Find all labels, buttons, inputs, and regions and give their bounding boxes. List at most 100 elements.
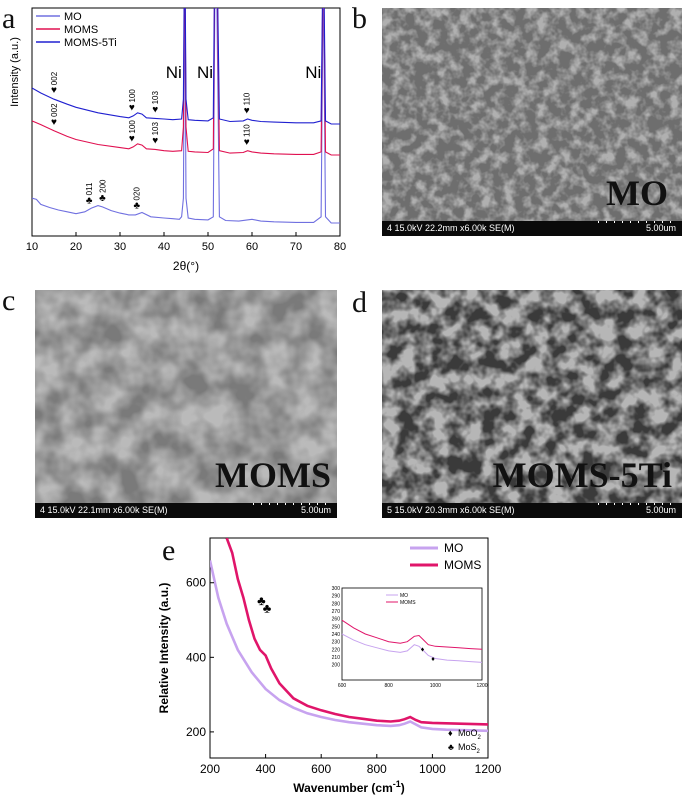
scale-bar <box>598 503 678 505</box>
legend-label: MO <box>64 11 82 23</box>
legend-label: MO <box>444 541 463 555</box>
peak-marker: ♥ <box>244 105 250 116</box>
peak-marker: ♥ <box>129 133 135 144</box>
sem-texture <box>382 290 682 518</box>
legend-label: MOMS <box>444 558 481 572</box>
x-tick-label: 50 <box>202 241 214 253</box>
peak-marker: ♥ <box>51 117 57 128</box>
mos2-marker: ♣ <box>263 601 272 616</box>
peak-label: 011 <box>85 182 94 195</box>
x-tick-label: 40 <box>158 241 170 253</box>
scale-bar <box>253 503 333 505</box>
mos2-marker: ♣ <box>257 593 266 608</box>
peak-marker: ♥ <box>152 135 158 146</box>
x-tick-label: 800 <box>367 762 387 776</box>
x-tick-label: 80 <box>334 241 346 253</box>
scale-text: 5.00um <box>645 223 676 233</box>
inset-y-tick-label: 280 <box>332 601 341 607</box>
series-line-moms-5ti <box>32 8 340 125</box>
inset-y-tick-label: 210 <box>332 655 341 661</box>
peak-label: 020 <box>133 187 142 201</box>
x-tick-label: 60 <box>246 241 258 253</box>
series-line-moms <box>225 538 488 726</box>
y-tick-label: 400 <box>186 650 206 664</box>
peak-label: 103 <box>151 91 160 105</box>
sem-info-bar: 4 15.0kV 22.2mm x6.00k SE(M) 5.00um <box>382 221 682 236</box>
inset-legend-label: MOMS <box>400 600 416 606</box>
legend-label: MOMS-5Ti <box>64 37 117 49</box>
sem-texture <box>35 290 337 518</box>
peak-label: 002 <box>50 103 59 117</box>
peak-label: 103 <box>151 122 160 136</box>
inset-x-tick-label: 1200 <box>476 683 487 689</box>
x-tick-label: 1200 <box>475 762 502 776</box>
inset-y-tick-label: 300 <box>332 586 341 592</box>
sem-info-bar: 4 15.0kV 22.1mm x6.00k SE(M) 5.00um <box>35 503 337 518</box>
sem-image-mo: MO 4 15.0kV 22.2mm x6.00k SE(M) 5.00um <box>382 8 682 236</box>
peak-label: 100 <box>128 120 137 134</box>
y-axis-label: Intensity (a.u.) <box>9 37 21 107</box>
series-line-moms <box>32 8 340 156</box>
symbol-legend-label: MoS2 <box>458 742 481 755</box>
peak-label: 100 <box>128 89 137 103</box>
panel-label-d: d <box>352 286 367 319</box>
y-axis-label: Relative Intensity (a.u.) <box>157 583 171 714</box>
x-tick-label: 20 <box>70 241 82 253</box>
peak-marker: ♥ <box>152 104 158 115</box>
annotation-ni: Ni <box>305 63 321 82</box>
scale-text: 5.00um <box>645 505 676 515</box>
inset-y-tick-label: 200 <box>332 663 341 669</box>
sem-image-moms: MOMS 4 15.0kV 22.1mm x6.00k SE(M) 5.00um <box>35 290 337 518</box>
inset-y-tick-label: 220 <box>332 647 341 653</box>
x-tick-label: 30 <box>114 241 126 253</box>
scale-text: 5.00um <box>300 505 331 515</box>
y-tick-label: 600 <box>186 576 206 590</box>
sem-info-text: 5 15.0kV 20.3mm x6.00k SE(M) <box>387 505 515 515</box>
peak-label: 002 <box>50 71 59 85</box>
series-line-mo <box>210 560 488 733</box>
inset-x-tick-label: 1000 <box>430 683 441 689</box>
sem-info-text: 4 15.0kV 22.1mm x6.00k SE(M) <box>40 505 168 515</box>
peak-marker: ♣ <box>86 195 93 206</box>
legend-label: MOMS <box>64 24 98 36</box>
x-tick-label: 70 <box>290 241 302 253</box>
sem-sample-label: MO <box>606 173 668 213</box>
x-tick-label: 400 <box>256 762 276 776</box>
sem-image-moms-5ti: MOMS-5Ti 5 15.0kV 20.3mm x6.00k SE(M) 5.… <box>382 290 682 518</box>
sem-sample-label: MOMS <box>215 455 331 495</box>
panel-label-b: b <box>352 2 367 35</box>
peak-marker: ♥ <box>244 137 250 148</box>
peak-label: 200 <box>98 179 107 193</box>
peak-label: 110 <box>243 92 252 105</box>
sem-info-bar: 5 15.0kV 20.3mm x6.00k SE(M) 5.00um <box>382 503 682 518</box>
x-axis-label: 2θ(°) <box>173 259 199 273</box>
scale-bar <box>598 221 678 223</box>
symbol-legend-marker: ♦ <box>448 728 453 738</box>
sem-sample-label: MOMS-5Ti <box>492 455 672 495</box>
inset-x-tick-label: 800 <box>384 683 393 689</box>
panel-label-c: c <box>2 284 16 317</box>
peak-marker: ♥ <box>129 102 135 113</box>
peak-marker: ♥ <box>51 85 57 96</box>
x-tick-label: 10 <box>26 241 38 253</box>
annotation-ni: Ni <box>166 63 182 82</box>
inset-y-tick-label: 260 <box>332 617 341 623</box>
plot-frame <box>209 537 489 759</box>
inset-series-line <box>341 619 483 650</box>
panel-label-e: e <box>162 534 176 567</box>
inset-y-tick-label: 230 <box>332 640 341 646</box>
sem-texture <box>382 8 682 236</box>
panel-label-a: a <box>2 2 16 35</box>
inset-moo2-marker: ♦ <box>431 656 435 663</box>
peak-marker: ♣ <box>99 193 106 204</box>
peak-label: 110 <box>243 124 252 137</box>
inset-y-tick-label: 240 <box>332 632 341 638</box>
sem-info-text: 4 15.0kV 22.2mm x6.00k SE(M) <box>387 223 515 233</box>
symbol-legend-marker: ♣ <box>448 742 454 752</box>
inset-y-tick-label: 250 <box>332 624 341 630</box>
inset-series-line <box>341 633 483 663</box>
inset-y-tick-label: 270 <box>332 609 341 615</box>
plot-frame <box>31 7 341 237</box>
raman-chart: 200 400 600 800 1000 1200 200 400 600 Wavenumber … <box>157 537 502 795</box>
